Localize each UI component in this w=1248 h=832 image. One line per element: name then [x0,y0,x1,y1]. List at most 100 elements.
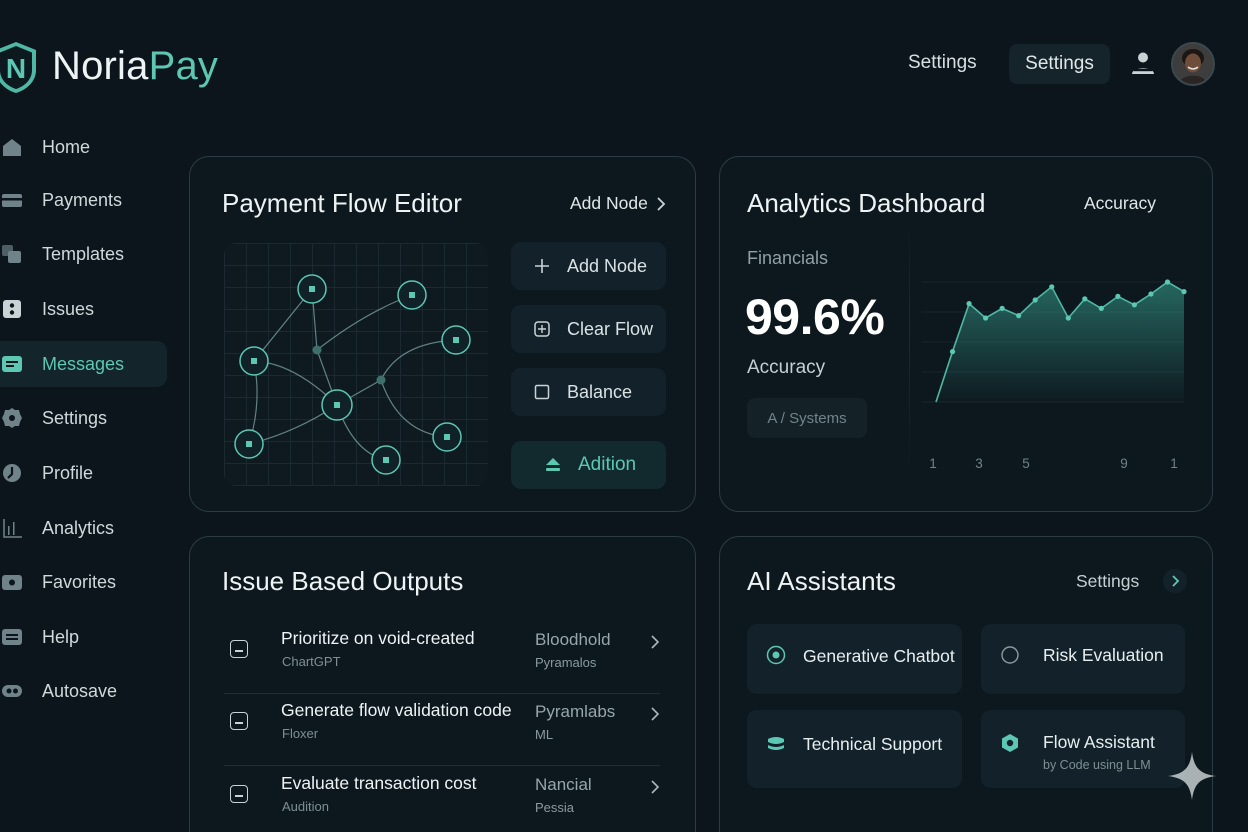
templates-icon [2,245,21,263]
chevron-right-icon[interactable] [650,706,660,722]
chart-point [1098,305,1104,311]
assistants-title: AI Assistants [747,566,896,596]
flow-edge [253,288,313,362]
issue-meta: Pyramlabs [535,702,616,721]
brand-name-part1: Noria [52,44,149,88]
systems-chip[interactable]: A / Systems [747,398,867,438]
assistants-settings-link[interactable]: Settings [1076,571,1140,591]
assistants-settings-chevron-button[interactable] [1163,569,1187,593]
sidebar-item-label: Settings [42,407,108,428]
square-icon [534,384,550,400]
assistant-generative-chatbot[interactable]: Generative Chatbot [747,624,962,694]
chart-line [935,281,1185,403]
assistant-label: Technical Support [803,734,943,754]
flow-node[interactable] [397,280,427,310]
flow-graph-canvas[interactable] [224,243,488,486]
sidebar-item-label: Templates [42,243,125,264]
sidebar-item-label: Profile [42,462,94,483]
issue-title: Prioritize on void-created [281,628,475,648]
sidebar-item-label: Payments [42,189,123,210]
logo-letter: N [6,53,26,84]
flow-node[interactable] [321,389,353,421]
sidebar-item-profile[interactable]: Profile [0,450,167,496]
row-divider [224,765,660,766]
issue-checkbox[interactable] [230,712,248,730]
flow-node[interactable] [239,346,269,376]
sidebar-item-payments[interactable]: Payments [0,177,167,223]
chart-point [999,305,1005,311]
brand-name-part2: Pay [148,44,219,88]
sidebar-item-issues[interactable]: Issues [0,286,167,332]
issue-row[interactable]: Evaluate transaction cost Audition Nanci… [224,769,660,832]
adition-button[interactable]: Adition [511,441,666,489]
issue-meta-sub: Pessia [535,800,575,815]
sidebar-item-help[interactable]: Help [0,614,167,660]
chart-x-ticks: 1 3 5 9 1 [929,456,1178,471]
balance-label: Balance [567,381,633,402]
analytics-accuracy-link[interactable]: Accuracy [1084,193,1156,213]
flow-graph[interactable] [224,243,488,486]
chevron-right-icon[interactable] [650,634,660,650]
analytics-title: Analytics Dashboard [747,188,986,218]
issue-checkbox[interactable] [230,785,248,803]
flow-editor-add-node-link[interactable]: Add Node [570,193,648,214]
clear-flow-button[interactable]: Clear Flow [511,305,666,353]
sidebar-item-settings[interactable]: Settings [0,395,167,441]
systems-chip-label: A / Systems [767,409,847,427]
logo-icon: N [0,42,36,93]
balance-button[interactable]: Balance [511,368,666,416]
flow-node[interactable] [371,445,401,475]
chart-point [983,315,989,321]
sidebar-item-label: Analytics [42,517,115,538]
issue-meta-sub: Pyramalos [535,655,597,670]
flow-node[interactable] [441,325,471,355]
target-icon [766,645,786,665]
chevron-right-icon[interactable] [656,196,666,212]
sidebar-item-favorites[interactable]: Favorites [0,559,167,605]
flow-node[interactable] [297,274,327,304]
sidebar-item-analytics[interactable]: Analytics [0,505,167,551]
chart-point [1131,302,1137,308]
row-divider [224,693,660,694]
flow-node[interactable] [432,422,462,452]
flow-node[interactable] [234,429,264,459]
assistant-technical-support[interactable]: Technical Support [747,710,962,788]
user-icon[interactable] [1130,50,1156,76]
chart-x-tick-label: 1 [929,456,937,471]
header-settings-link[interactable]: Settings [908,52,977,73]
chart-point [1181,289,1187,295]
issues-icon [3,300,21,318]
chart-point [1148,291,1154,297]
sidebar-item-label: Autosave [42,680,118,701]
flow-editor-add-node-label: Add Node [570,193,648,213]
issues-card [189,536,696,832]
autosave-icon [2,685,22,697]
assistant-sub-label: by Code using LLM [1043,758,1151,772]
header-settings-button[interactable]: Settings [1009,44,1110,84]
assistant-risk-evaluation[interactable]: Risk Evaluation [981,624,1185,694]
messages-icon [2,356,22,372]
add-node-button[interactable]: Add Node [511,242,666,290]
sidebar-item-templates[interactable]: Templates [0,231,167,277]
card-icon [2,194,22,207]
issue-row[interactable]: Prioritize on void-created ChartGPT Bloo… [224,624,660,694]
assistant-flow-assistant[interactable]: Flow Assistant by Code using LLM [981,710,1185,788]
hexagon-icon [1002,734,1018,752]
assistant-label: Flow Assistant [1043,732,1155,752]
favorites-icon [2,575,22,590]
avatar[interactable] [1171,42,1215,86]
issue-meta-sub: ML [535,727,554,742]
issue-source: ChartGPT [282,654,341,669]
flow-nodes [234,274,471,475]
sidebar-item-messages[interactable]: Messages [0,341,167,387]
flow-edge [316,294,413,351]
issue-checkbox[interactable] [230,640,248,658]
sidebar-item-label: Messages [42,353,125,374]
chart-points [949,279,1187,355]
chevron-right-icon[interactable] [650,779,660,795]
sidebar-item-home[interactable]: Home [0,124,167,170]
issue-meta: Bloodhold [535,630,611,649]
sidebar-item-label: Favorites [42,571,117,592]
sidebar-item-autosave[interactable]: Autosave [0,668,167,714]
issue-row[interactable]: Generate flow validation code Floxer Pyr… [224,696,660,766]
